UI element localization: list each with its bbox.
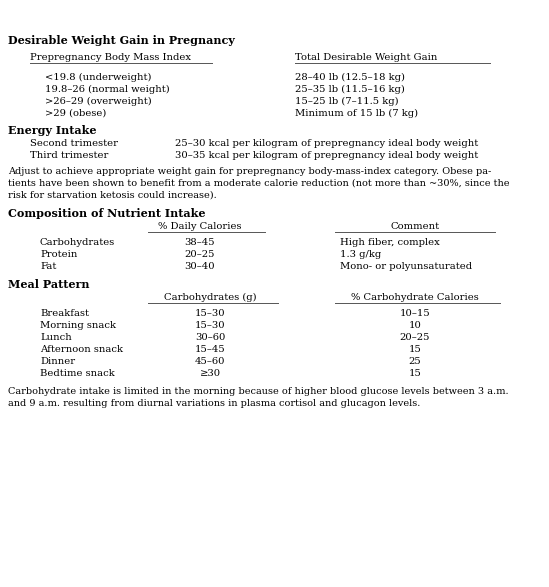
Text: Dinner: Dinner: [40, 357, 75, 366]
Text: 20–25: 20–25: [400, 333, 430, 342]
Text: 15–25 lb (7–11.5 kg): 15–25 lb (7–11.5 kg): [295, 97, 399, 106]
Text: Bedtime snack: Bedtime snack: [40, 369, 115, 378]
Text: 25: 25: [408, 357, 422, 366]
Text: Prepregnancy Body Mass Index: Prepregnancy Body Mass Index: [30, 53, 191, 62]
Text: Meal Pattern: Meal Pattern: [8, 279, 89, 290]
Text: Adjust to achieve appropriate weight gain for prepregnancy body-mass-index categ: Adjust to achieve appropriate weight gai…: [8, 167, 491, 176]
Text: 25–30 kcal per kilogram of prepregnancy ideal body weight: 25–30 kcal per kilogram of prepregnancy …: [175, 139, 478, 148]
Text: Carbohydrates (g): Carbohydrates (g): [164, 293, 256, 302]
Text: 15–45: 15–45: [195, 345, 226, 354]
Text: 30–40: 30–40: [184, 262, 215, 271]
Text: % Carbohydrate Calories: % Carbohydrate Calories: [351, 293, 479, 302]
Text: Minimum of 15 lb (7 kg): Minimum of 15 lb (7 kg): [295, 109, 418, 118]
Text: 10: 10: [408, 321, 422, 330]
Text: <19.8 (underweight): <19.8 (underweight): [45, 73, 152, 82]
Text: 19.8–26 (normal weight): 19.8–26 (normal weight): [45, 85, 170, 94]
Text: Lunch: Lunch: [40, 333, 72, 342]
Text: 28–40 lb (12.5–18 kg): 28–40 lb (12.5–18 kg): [295, 73, 405, 82]
Text: Desirable Weight Gain in Pregnancy: Desirable Weight Gain in Pregnancy: [8, 35, 235, 46]
Text: and 9 a.m. resulting from diurnal variations in plasma cortisol and glucagon lev: and 9 a.m. resulting from diurnal variat…: [8, 399, 421, 408]
Text: Carbohydrates: Carbohydrates: [40, 238, 115, 247]
Text: High fiber, complex: High fiber, complex: [340, 238, 440, 247]
Text: Morning snack: Morning snack: [40, 321, 116, 330]
Text: tients have been shown to benefit from a moderate calorie reduction (not more th: tients have been shown to benefit from a…: [8, 179, 509, 188]
Text: 30–35 kcal per kilogram of prepregnancy ideal body weight: 30–35 kcal per kilogram of prepregnancy …: [175, 151, 478, 160]
Text: Energy Intake: Energy Intake: [8, 125, 97, 136]
Text: Comment: Comment: [390, 222, 440, 231]
Text: 15: 15: [408, 369, 422, 378]
Text: Breakfast: Breakfast: [40, 309, 89, 318]
Text: Fat: Fat: [40, 262, 57, 271]
Text: 30–60: 30–60: [195, 333, 225, 342]
Text: Source: Am J Health-Syst Pharm © 2004 American Society of Health-System Pharmaci: Source: Am J Health-Syst Pharm © 2004 Am…: [68, 573, 481, 582]
Text: 38–45: 38–45: [184, 238, 215, 247]
Text: 10–15: 10–15: [400, 309, 430, 318]
Text: www.medscape.com: www.medscape.com: [192, 5, 313, 18]
Text: 15–30: 15–30: [195, 309, 225, 318]
Text: 15: 15: [408, 345, 422, 354]
Text: Afternoon snack: Afternoon snack: [40, 345, 123, 354]
Text: >29 (obese): >29 (obese): [45, 109, 107, 118]
Text: 20–25: 20–25: [185, 250, 215, 259]
Text: % Daily Calories: % Daily Calories: [158, 222, 242, 231]
Text: 45–60: 45–60: [195, 357, 225, 366]
Text: Mono- or polyunsaturated: Mono- or polyunsaturated: [340, 262, 472, 271]
Text: 25–35 lb (11.5–16 kg): 25–35 lb (11.5–16 kg): [295, 85, 405, 94]
Text: Total Desirable Weight Gain: Total Desirable Weight Gain: [295, 53, 438, 62]
Text: ≥30: ≥30: [199, 369, 221, 378]
Text: Protein: Protein: [40, 250, 77, 259]
Text: risk for starvation ketosis could increase).: risk for starvation ketosis could increa…: [8, 191, 217, 200]
Text: Third trimester: Third trimester: [30, 151, 108, 160]
Text: Carbohydrate intake is limited in the morning because of higher blood glucose le: Carbohydrate intake is limited in the mo…: [8, 387, 508, 396]
Text: Second trimester: Second trimester: [30, 139, 118, 148]
Text: 1.3 g/kg: 1.3 g/kg: [340, 250, 381, 259]
Text: Medscape®: Medscape®: [8, 5, 86, 18]
Text: Composition of Nutrient Intake: Composition of Nutrient Intake: [8, 208, 205, 219]
Text: >26–29 (overweight): >26–29 (overweight): [45, 97, 152, 106]
Text: 15–30: 15–30: [195, 321, 225, 330]
